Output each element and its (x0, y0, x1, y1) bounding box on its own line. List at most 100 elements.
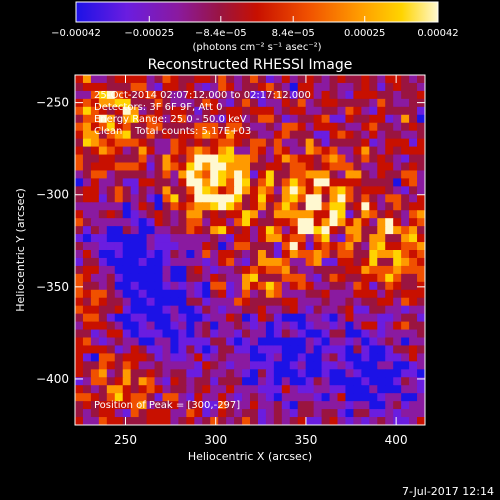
heat-cell (393, 409, 402, 418)
heat-cell (234, 250, 243, 259)
heat-cell (337, 154, 347, 164)
heat-cell (250, 353, 259, 362)
heat-cell (170, 289, 179, 299)
heat-cell (122, 194, 132, 203)
heat-cell (186, 257, 195, 267)
heat-cell (114, 90, 124, 100)
heat-cell (234, 75, 243, 84)
heat-cell (90, 82, 100, 92)
heat-cell (234, 377, 243, 386)
heat-cell (146, 385, 156, 394)
heat-cell (361, 130, 370, 140)
heat-cell (369, 242, 378, 251)
heat-cell (146, 146, 156, 156)
heat-cell (98, 226, 108, 235)
heat-cell (170, 194, 179, 203)
heat-cell (186, 250, 195, 259)
heat-cell (321, 329, 331, 339)
heat-cell (218, 98, 227, 108)
heat-cell (122, 393, 132, 402)
heat-cell (353, 337, 362, 347)
heat-cell (257, 162, 267, 172)
heat-cell (297, 234, 307, 243)
heat-cell (202, 194, 211, 203)
heat-cell (297, 329, 307, 339)
heat-cell (369, 250, 378, 259)
annotation-peak: Position of Peak = [300,-297] (94, 400, 240, 411)
heat-cell (218, 138, 227, 148)
heat-cell (313, 130, 323, 140)
heat-cell (90, 122, 100, 132)
heat-cell (409, 401, 418, 410)
heat-cell (106, 75, 116, 84)
heat-cell (146, 218, 156, 227)
heat-cell (226, 146, 235, 156)
heat-cell (250, 417, 259, 425)
heat-cell (257, 218, 267, 227)
heat-cell (409, 409, 418, 418)
heat-cell (226, 297, 235, 307)
heat-cell (130, 218, 140, 227)
heat-cell (361, 369, 370, 378)
heat-cell (345, 122, 354, 132)
heat-cell (138, 281, 148, 291)
heat-cell (202, 417, 211, 425)
heat-cell (369, 265, 378, 275)
heat-cell (98, 297, 108, 307)
heat-cell (186, 313, 195, 323)
heat-cell (401, 337, 410, 347)
heat-cell (130, 289, 140, 299)
heat-cell (178, 250, 187, 259)
heat-cell (361, 178, 370, 187)
heat-cell (98, 345, 108, 354)
heat-cell (305, 281, 315, 291)
heat-cell (98, 250, 108, 259)
heat-cell (353, 210, 362, 219)
annotation-time-range: 25-Oct-2014 02:07:12.000 to 02:17:12.000 (94, 90, 311, 101)
heat-cell (369, 90, 378, 100)
heat-cell (313, 234, 323, 243)
heat-cell (393, 202, 402, 211)
heat-cell (122, 305, 132, 315)
heat-cell (234, 265, 243, 275)
heat-cell (162, 345, 172, 354)
heat-cell (162, 281, 172, 291)
heat-cell (257, 265, 267, 275)
heat-cell (130, 409, 140, 418)
heat-cell (273, 417, 283, 425)
heat-cell (178, 114, 187, 124)
heat-cell (353, 250, 362, 259)
heat-cell (409, 234, 418, 243)
heat-cell (234, 257, 243, 267)
heat-cell (75, 98, 84, 108)
heat-cell (265, 329, 275, 339)
heat-cell (194, 281, 203, 291)
colorbar (75, 1, 439, 23)
heat-cell (138, 265, 148, 275)
heat-cell (409, 162, 418, 172)
heat-cell (297, 194, 307, 203)
heat-cell (82, 114, 92, 124)
heat-cell (369, 289, 378, 299)
heat-cell (186, 242, 195, 251)
heat-cell (106, 154, 116, 164)
heat-cell (210, 122, 219, 132)
heat-cell (154, 170, 164, 179)
heat-cell (409, 305, 418, 315)
heat-cell (377, 122, 386, 132)
heat-cell (417, 146, 425, 156)
heat-cell (297, 417, 307, 425)
heat-cell (329, 305, 339, 315)
heat-cell (114, 289, 124, 299)
heat-cell (361, 90, 370, 100)
heat-cell (281, 313, 291, 323)
heat-cell (313, 138, 323, 148)
heat-cell (409, 369, 418, 378)
heat-cell (265, 154, 275, 164)
heat-cell (409, 297, 418, 307)
heat-cell (98, 369, 108, 378)
heat-cell (321, 289, 331, 299)
heat-cell (90, 154, 100, 164)
heat-cell (170, 297, 179, 307)
heat-cell (122, 313, 132, 323)
